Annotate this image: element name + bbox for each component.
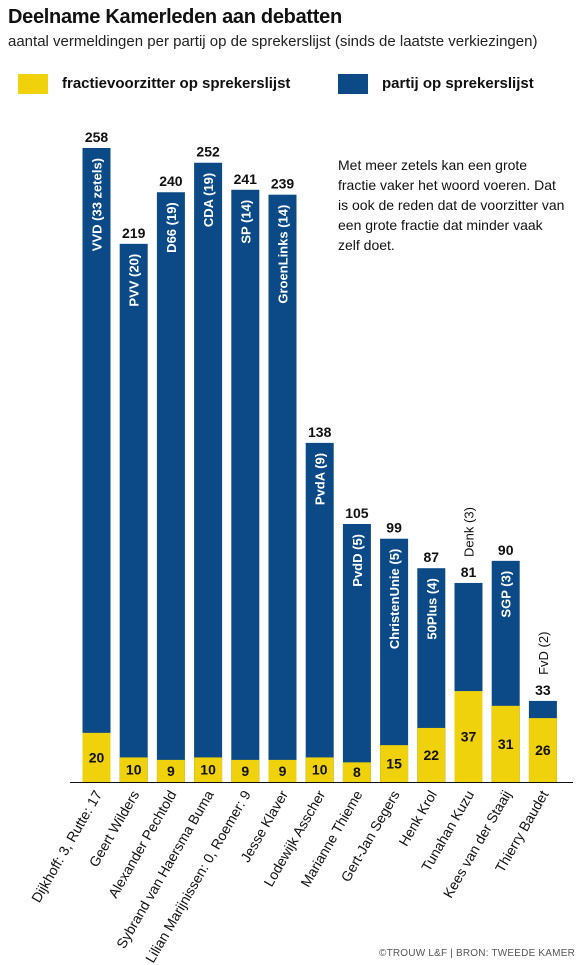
value-label-party: 258 (85, 129, 109, 145)
party-label: PVV (20) (127, 254, 142, 307)
value-label-party: 252 (196, 144, 220, 160)
bar-party (305, 442, 334, 782)
legend-label-leader: fractievoorzitter op sprekerslijst (62, 75, 291, 92)
party-label: CDA (19) (201, 173, 216, 227)
value-label-leader: 10 (312, 762, 328, 778)
bar-party (119, 243, 148, 782)
chart-title: Deelname Kamerleden aan debatten (8, 6, 342, 28)
party-label: SGP (3) (499, 571, 514, 618)
chart-annotation: Met meer zetels kan een grote fractie va… (338, 157, 565, 253)
value-label-leader: 31 (498, 736, 514, 752)
legend-swatch-party (338, 74, 368, 94)
value-label-leader: 26 (535, 742, 551, 758)
party-label: PvdD (5) (350, 534, 365, 587)
bar-leader (156, 759, 185, 782)
bar-party (268, 194, 297, 782)
value-label-leader: 8 (353, 764, 361, 780)
value-label-party: 105 (345, 505, 369, 521)
value-label-leader: 10 (126, 762, 142, 778)
value-label-leader: 9 (241, 763, 249, 779)
bar-leader (342, 762, 371, 782)
value-label-party: 99 (386, 520, 402, 536)
bar-leader (417, 727, 446, 782)
value-label-leader: 22 (424, 747, 440, 763)
bar-leader (380, 745, 409, 782)
value-label-leader: 37 (461, 729, 477, 745)
party-label: PvdA (9) (313, 453, 328, 505)
value-label-party: 239 (271, 176, 295, 192)
value-label-party: 90 (498, 542, 514, 558)
value-label-party: 33 (535, 682, 551, 698)
party-label: ChristenUnie (5) (387, 549, 402, 649)
bar-leader (305, 757, 334, 782)
legend-swatch-leader (18, 74, 48, 94)
bar-party (342, 523, 371, 782)
value-label-leader: 9 (167, 763, 175, 779)
bar-party (82, 148, 111, 782)
value-label-leader: 10 (200, 762, 216, 778)
value-label-party: 138 (308, 424, 332, 440)
party-label: SP (14) (238, 200, 253, 244)
bar-party (231, 189, 260, 782)
value-label-party: 87 (424, 549, 440, 565)
bar-party (156, 192, 185, 783)
bar-leader (231, 759, 260, 782)
value-label-party: 81 (461, 564, 477, 580)
party-label: 50Plus (4) (424, 578, 439, 639)
category-label: Alexander Pechtold (105, 788, 180, 901)
party-label: D66 (19) (164, 202, 179, 253)
bar-party (380, 538, 409, 782)
bar-leader (268, 759, 297, 782)
value-label-leader: 9 (279, 763, 287, 779)
value-label-leader: 20 (89, 749, 105, 765)
party-label: Denk (3) (462, 507, 477, 557)
source-credit: ©TROUW L&F | BRON: TWEEDE KAMER (379, 948, 575, 959)
party-label: FvD (2) (536, 632, 551, 675)
value-label-party: 240 (159, 173, 183, 189)
value-label-party: 241 (234, 171, 258, 187)
party-label: VVD (33 zetels) (90, 158, 105, 251)
legend-label-party: partij op sprekerslijst (382, 75, 534, 92)
category-label: Kees van der Staaij (440, 788, 515, 901)
chart-subtitle: aantal vermeldingen per partij op de spr… (8, 33, 538, 50)
bar-leader (82, 732, 111, 782)
bar-leader (528, 718, 557, 782)
party-label: GroenLinks (14) (276, 205, 291, 304)
bar-party (194, 162, 223, 782)
value-label-leader: 15 (386, 756, 402, 772)
bar-leader (491, 705, 520, 782)
value-label-party: 219 (122, 225, 146, 241)
bar-leader (194, 757, 223, 782)
bar-leader (454, 691, 483, 782)
bar-leader (119, 757, 148, 782)
